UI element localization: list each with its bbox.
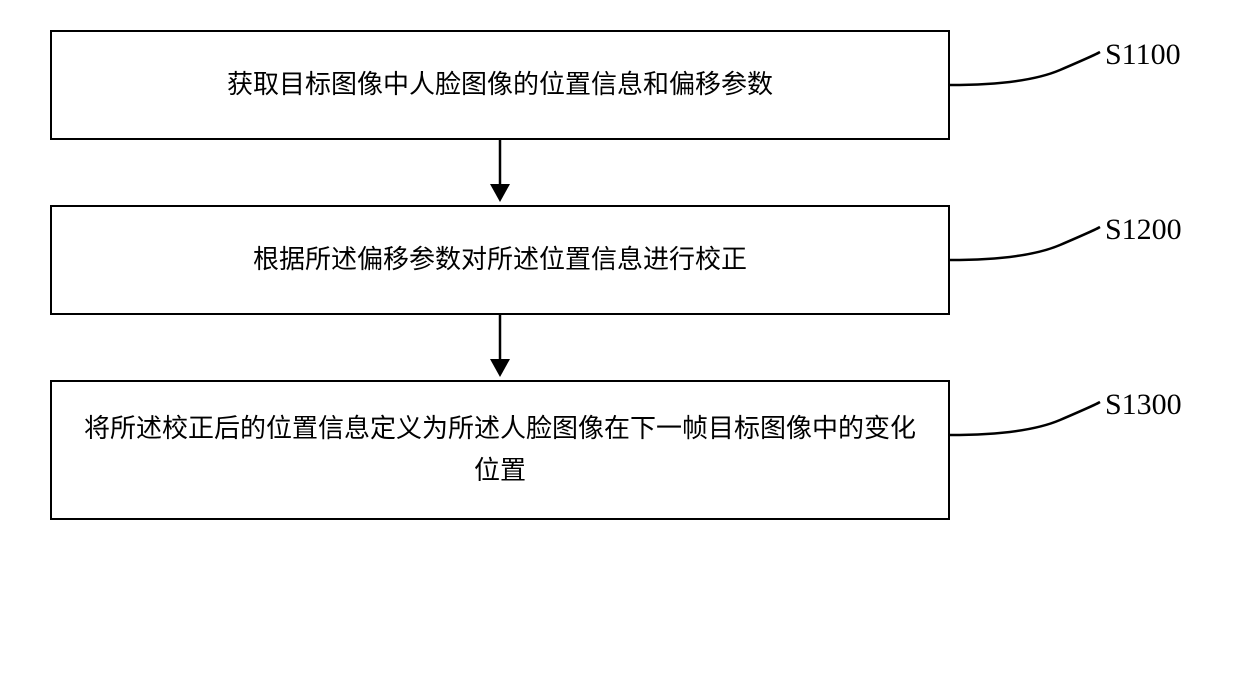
step-box-1: 获取目标图像中人脸图像的位置信息和偏移参数 bbox=[50, 30, 950, 140]
step-text-3: 将所述校正后的位置信息定义为所述人脸图像在下一帧目标图像中的变化位置 bbox=[82, 408, 918, 491]
connector-path-2 bbox=[950, 227, 1100, 260]
step-label-2: S1200 bbox=[1105, 213, 1182, 247]
step-container-2: 根据所述偏移参数对所述位置信息进行校正 S1200 bbox=[50, 205, 1190, 315]
step-label-1: S1100 bbox=[1105, 38, 1181, 72]
arrow-container-1 bbox=[50, 140, 950, 205]
step-box-2: 根据所述偏移参数对所述位置信息进行校正 bbox=[50, 205, 950, 315]
step-box-3: 将所述校正后的位置信息定义为所述人脸图像在下一帧目标图像中的变化位置 bbox=[50, 380, 950, 520]
step-container-3: 将所述校正后的位置信息定义为所述人脸图像在下一帧目标图像中的变化位置 S1300 bbox=[50, 380, 1190, 520]
arrow-container-2 bbox=[50, 315, 950, 380]
step-text-1: 获取目标图像中人脸图像的位置信息和偏移参数 bbox=[227, 64, 773, 106]
step-text-2: 根据所述偏移参数对所述位置信息进行校正 bbox=[253, 239, 747, 281]
flowchart-container: 获取目标图像中人脸图像的位置信息和偏移参数 S1100 根据所述偏移参数对所述位… bbox=[50, 30, 1190, 520]
step-container-1: 获取目标图像中人脸图像的位置信息和偏移参数 S1100 bbox=[50, 30, 1190, 140]
step-label-3: S1300 bbox=[1105, 388, 1182, 422]
connector-path-3 bbox=[950, 402, 1100, 435]
arrow-1 bbox=[480, 140, 520, 205]
connector-path-1 bbox=[950, 52, 1100, 85]
arrow-2 bbox=[480, 315, 520, 380]
